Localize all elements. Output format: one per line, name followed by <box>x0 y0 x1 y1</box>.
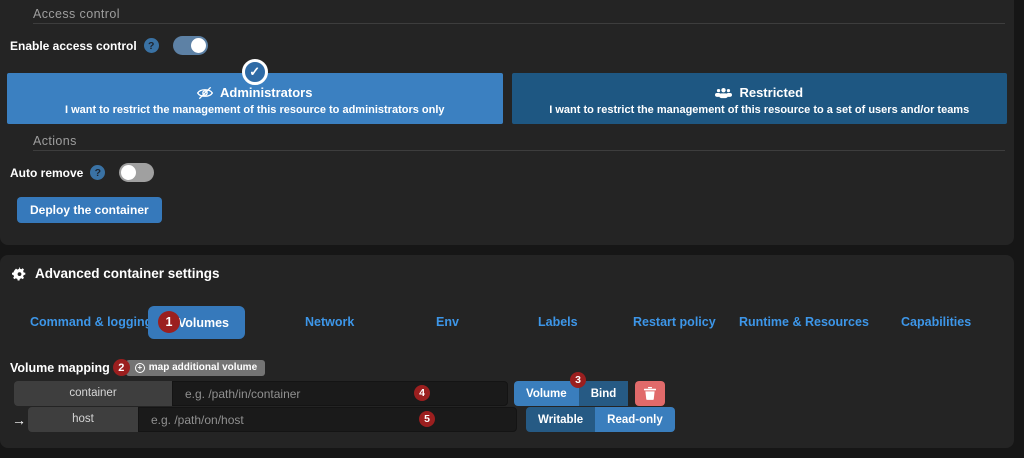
volume-type-button-group: Volume Bind 3 <box>514 372 629 406</box>
enable-access-control-toggle[interactable] <box>172 36 208 55</box>
permission-writable-button[interactable]: Writable <box>526 407 596 432</box>
annotation-badge-2: 2 <box>112 359 130 376</box>
host-path-input-wrap: 5 <box>138 407 517 432</box>
users-icon <box>715 87 733 99</box>
permission-readonly-button[interactable]: Read-only <box>595 407 675 432</box>
advanced-settings-header: Advanced container settings <box>12 266 220 281</box>
tab-command-logging[interactable]: Command & logging <box>30 315 153 329</box>
access-control-panel: Access control Enable access control ? ✓ <box>0 0 1014 245</box>
container-path-row: container 4 Volume Bind 3 <box>14 372 666 406</box>
actions-divider <box>33 150 1005 151</box>
map-additional-volume-label: map additional volume <box>148 362 258 373</box>
toggle-knob <box>190 38 206 53</box>
access-control-header: Access control <box>33 7 120 21</box>
tab-volumes-label: Volumes <box>177 315 229 330</box>
auto-remove-label: Auto remove <box>10 165 84 180</box>
tab-network[interactable]: Network <box>305 315 355 329</box>
toggle-knob <box>121 165 137 180</box>
tab-restart-policy[interactable]: Restart policy <box>633 315 716 329</box>
annotation-badge-3: 3 <box>570 372 586 388</box>
volume-type-volume-button[interactable]: Volume <box>514 381 579 406</box>
map-additional-volume-button[interactable]: + map additional volume <box>125 359 266 376</box>
enable-access-control-row: Enable access control ? <box>10 36 208 55</box>
enable-access-control-label: Enable access control <box>10 38 137 53</box>
remove-volume-button[interactable] <box>635 381 666 406</box>
deploy-container-button[interactable]: Deploy the container <box>17 197 162 223</box>
restricted-description: I want to restrict the management of thi… <box>549 104 970 116</box>
eye-slash-icon <box>197 86 214 100</box>
help-icon[interactable]: ? <box>90 165 106 180</box>
tab-runtime-resources[interactable]: Runtime & Resources <box>739 315 869 329</box>
tab-labels[interactable]: Labels <box>538 315 578 329</box>
container-path-input[interactable] <box>172 381 508 406</box>
arrow-right-icon: → <box>12 411 26 428</box>
container-path-input-wrap: 4 <box>172 381 508 406</box>
annotation-badge-1: 1 <box>158 311 180 333</box>
check-circle-icon: ✓ <box>241 59 268 85</box>
advanced-settings-panel: Advanced container settings Command & lo… <box>0 255 1014 448</box>
restricted-title-row: Restricted <box>715 85 803 100</box>
tab-volumes[interactable]: 1 Volumes <box>148 306 245 339</box>
volume-type-bind-button[interactable]: Bind <box>578 381 629 406</box>
restricted-title: Restricted <box>739 85 804 100</box>
access-option-restricted[interactable]: Restricted I want to restrict the manage… <box>511 73 1007 124</box>
administrators-title: Administrators <box>220 85 313 100</box>
auto-remove-row: Auto remove ? <box>10 163 155 182</box>
annotation-badge-4: 4 <box>414 385 430 401</box>
gear-icon <box>12 266 27 281</box>
host-path-row: → host 5 Writable Read-only <box>12 407 675 432</box>
auto-remove-toggle[interactable] <box>119 163 155 182</box>
host-field-label: host <box>28 407 138 432</box>
administrators-title-row: Administrators <box>197 85 312 100</box>
tab-capabilities[interactable]: Capabilities <box>901 315 972 329</box>
plus-circle-icon: + <box>134 362 145 373</box>
permission-button-group: Writable Read-only <box>526 407 675 432</box>
tab-env[interactable]: Env <box>436 315 459 329</box>
access-option-administrators[interactable]: ✓ Administrators I want to restrict the … <box>7 59 503 124</box>
access-control-options: ✓ Administrators I want to restrict the … <box>7 59 1007 124</box>
trash-icon <box>644 387 657 400</box>
volume-mapping-row: Volume mapping 2 + map additional volume <box>10 359 266 376</box>
volume-mapping-label: Volume mapping <box>10 360 110 375</box>
container-field-label: container <box>14 381 172 406</box>
annotation-badge-5: 5 <box>419 411 435 427</box>
host-path-input[interactable] <box>138 407 517 432</box>
advanced-settings-title: Advanced container settings <box>35 266 220 281</box>
help-icon[interactable]: ? <box>143 38 159 53</box>
administrators-description: I want to restrict the management of thi… <box>64 104 445 116</box>
access-control-divider <box>33 23 1005 24</box>
actions-header: Actions <box>33 134 77 148</box>
settings-tabs: Command & logging 1 Volumes Network Env … <box>0 306 1014 340</box>
